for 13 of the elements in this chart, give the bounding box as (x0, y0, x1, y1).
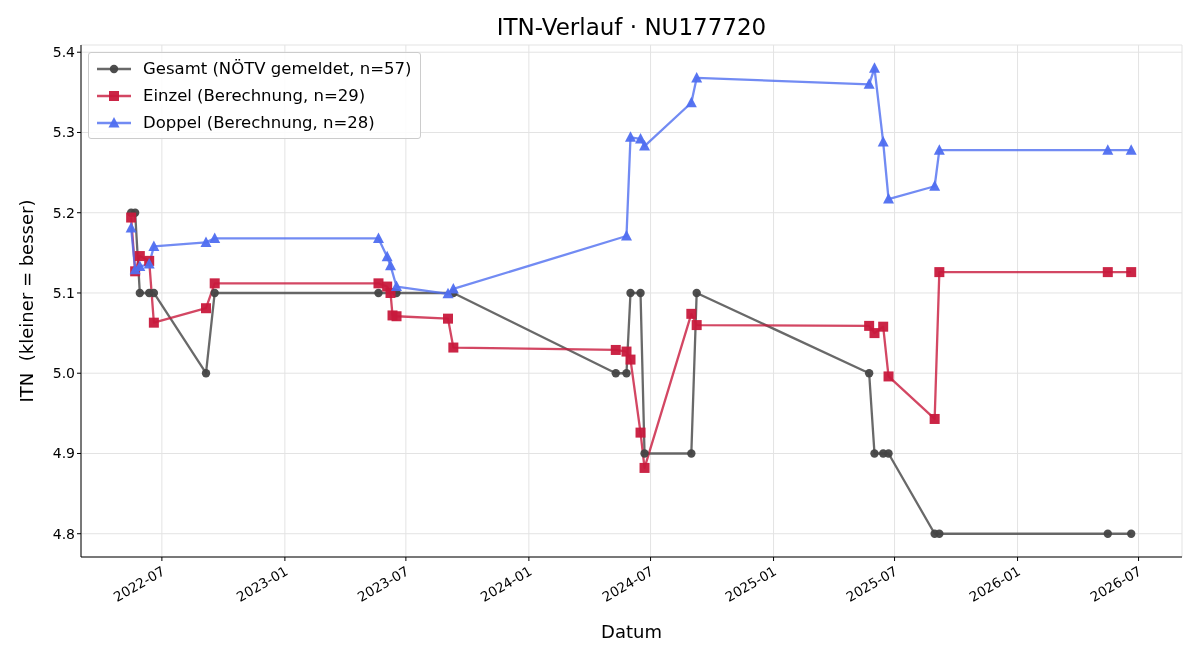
y-tick-label: 5.0 (52, 365, 75, 382)
x-axis-title: Datum (600, 621, 663, 642)
chart-title: ITN-Verlauf · NU177720 (495, 13, 768, 41)
y-tick-label: 5.3 (52, 124, 75, 141)
y-tick-label: 5.4 (52, 44, 76, 61)
legend-label: Gesamt (NÖTV gemeldet, n=57) (143, 59, 412, 78)
y-tick-label: 5.2 (52, 204, 75, 221)
y-tick-label: 5.1 (52, 284, 75, 301)
legend-label: Einzel (Berechnung, n=29) (143, 86, 366, 105)
y-tick-label: 4.9 (52, 445, 75, 462)
y-axis-title: ITN (kleiner = besser) (15, 199, 37, 403)
legend-label: Doppel (Berechnung, n=28) (143, 113, 375, 132)
y-tick-label: 4.8 (52, 525, 75, 542)
